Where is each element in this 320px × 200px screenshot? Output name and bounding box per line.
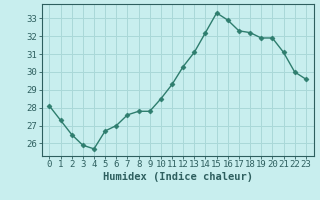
X-axis label: Humidex (Indice chaleur): Humidex (Indice chaleur) [103,172,252,182]
